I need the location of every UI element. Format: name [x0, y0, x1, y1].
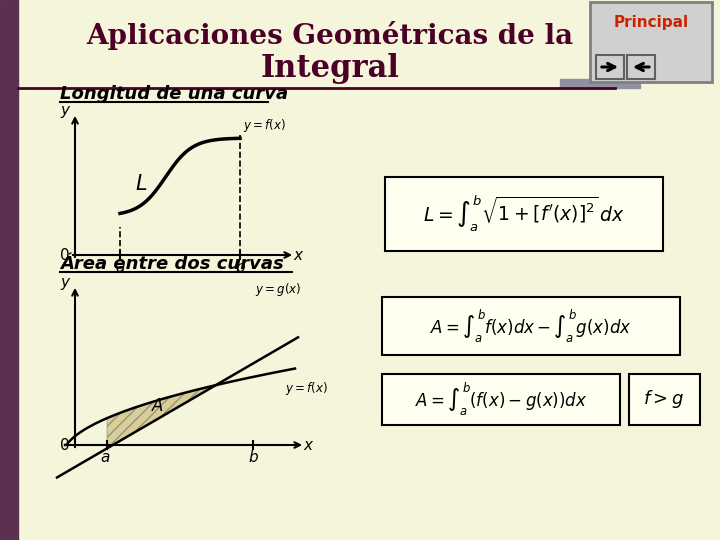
Text: Integral: Integral	[261, 52, 400, 84]
Text: $L$: $L$	[135, 174, 148, 194]
FancyBboxPatch shape	[596, 55, 624, 79]
FancyBboxPatch shape	[382, 374, 620, 425]
Text: b: b	[235, 260, 245, 275]
Text: x: x	[294, 247, 302, 262]
Text: $y = g(x)$: $y = g(x)$	[255, 280, 301, 298]
Bar	[560, 79, 640, 88]
Text: $y = f(x)$: $y = f(x)$	[285, 380, 328, 397]
FancyBboxPatch shape	[627, 55, 655, 79]
FancyBboxPatch shape	[629, 374, 700, 425]
FancyBboxPatch shape	[590, 2, 712, 82]
Text: a: a	[100, 450, 109, 465]
Text: $L = \int_{a}^{b} \sqrt{1+[f'(x)]^{2}}\, dx$: $L = \int_{a}^{b} \sqrt{1+[f'(x)]^{2}}\,…	[423, 194, 625, 234]
Text: $A = \int_{a}^{b} (f(x)-g(x))dx$: $A = \int_{a}^{b} (f(x)-g(x))dx$	[415, 380, 588, 417]
Text: 0: 0	[60, 248, 70, 264]
FancyBboxPatch shape	[385, 177, 663, 251]
Text: x: x	[304, 437, 312, 453]
Bar	[0, 0, 18, 540]
Text: y: y	[60, 104, 70, 118]
FancyBboxPatch shape	[382, 297, 680, 355]
Text: Longitud de una curva: Longitud de una curva	[60, 85, 288, 103]
Text: Principal: Principal	[613, 15, 688, 30]
Text: $A$: $A$	[151, 397, 164, 415]
Text: $y = f(x)$: $y = f(x)$	[243, 117, 286, 134]
Text: Área entre dos curvas: Área entre dos curvas	[60, 255, 284, 273]
Text: $A = \int_{a}^{b} f(x)dx - \int_{a}^{b} g(x)dx$: $A = \int_{a}^{b} f(x)dx - \int_{a}^{b} …	[430, 307, 632, 345]
Text: b: b	[248, 450, 258, 465]
Text: y: y	[60, 275, 70, 291]
Text: a: a	[115, 260, 125, 275]
Text: $f > g$: $f > g$	[644, 388, 685, 410]
Text: 0: 0	[60, 438, 70, 454]
Text: Aplicaciones Geométricas de la: Aplicaciones Geométricas de la	[86, 21, 574, 50]
